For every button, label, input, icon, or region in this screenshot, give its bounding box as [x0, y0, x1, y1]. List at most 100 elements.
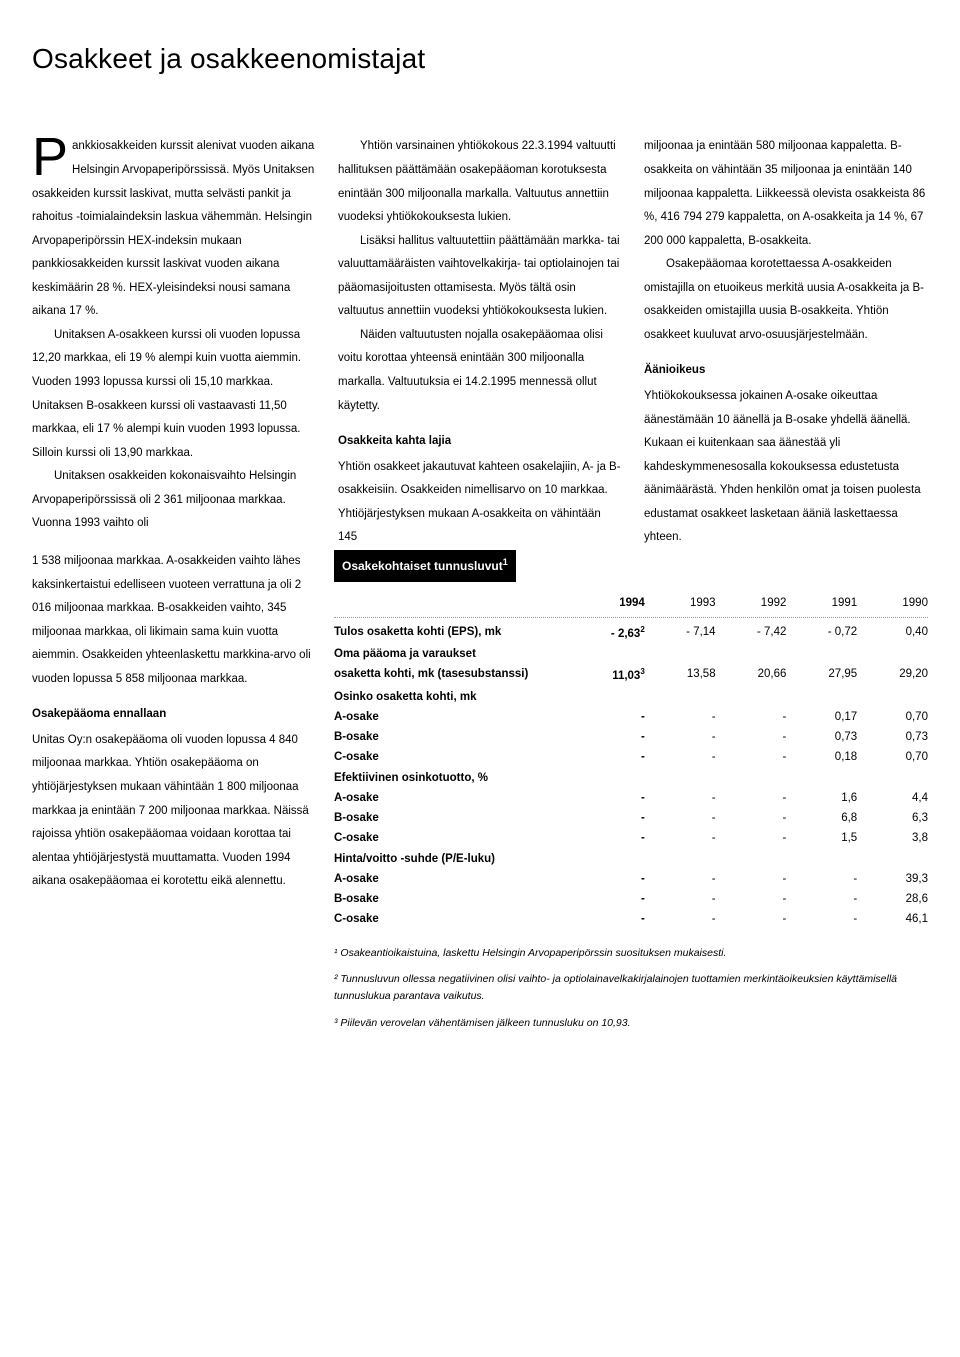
col1-p3-upper: Unitaksen osakkeiden kokonaisvaihto Hels…	[32, 465, 316, 536]
row-cell: -	[786, 871, 857, 888]
table-row: A-osake---1,64,4	[334, 790, 928, 807]
table-row: Efektiivinen osinkotuotto, %	[334, 770, 928, 787]
dotted-rule	[334, 617, 928, 618]
row-cell: -	[645, 891, 716, 908]
row-cell	[716, 646, 787, 663]
row-cell: 6,8	[786, 810, 857, 827]
row-label: Hinta/voitto -suhde (P/E-luku)	[334, 851, 574, 868]
table-row: A-osake----39,3	[334, 871, 928, 888]
row-cell: 0,40	[857, 624, 928, 643]
row-cell-1994: -	[574, 749, 645, 766]
col3-p2: Osakepääomaa korotettaessa A-osakkeiden …	[644, 253, 928, 347]
col3-p3: Yhtiökokouksessa jokainen A-osake oikeut…	[644, 385, 928, 550]
row-cell: 4,4	[857, 790, 928, 807]
row-cell: -	[645, 810, 716, 827]
row-cell: 1,6	[786, 790, 857, 807]
year-1990: 1990	[857, 592, 928, 616]
row-label: B-osake	[334, 810, 574, 827]
row-cell: - 0,72	[786, 624, 857, 643]
row-cell	[716, 689, 787, 706]
row-label: Oma pääoma ja varaukset	[334, 646, 574, 663]
row-label: A-osake	[334, 790, 574, 807]
col2-p1: Yhtiön varsinainen yhtiökokous 22.3.1994…	[338, 135, 622, 229]
row-cell: -	[716, 790, 787, 807]
row-cell: - 7,14	[645, 624, 716, 643]
row-cell: 6,3	[857, 810, 928, 827]
row-label: A-osake	[334, 709, 574, 726]
row-cell	[857, 851, 928, 868]
row-label: Tulos osaketta kohti (EPS), mk	[334, 624, 574, 643]
table-row: B-osake---6,86,3	[334, 810, 928, 827]
row-cell: 29,20	[857, 666, 928, 685]
col1-p4: Unitas Oy:n osakepääoma oli vuoden lopus…	[32, 729, 312, 894]
row-cell: 13,58	[645, 666, 716, 685]
row-cell: -	[716, 871, 787, 888]
row-cell: 39,3	[857, 871, 928, 888]
table-row: osaketta kohti, mk (tasesubstanssi)11,03…	[334, 666, 928, 685]
row-cell-1994: -	[574, 729, 645, 746]
row-cell: -	[645, 830, 716, 847]
header-empty	[334, 592, 574, 616]
footnote-1: ¹ Osakeantioikaistuina, laskettu Helsing…	[334, 945, 928, 962]
row-cell: -	[716, 749, 787, 766]
row-cell	[574, 646, 645, 663]
col2-p4: Yhtiön osakkeet jakautuvat kahteen osake…	[338, 456, 622, 550]
table-row: Osinko osaketta kohti, mk	[334, 689, 928, 706]
row-label: C-osake	[334, 830, 574, 847]
row-label: A-osake	[334, 871, 574, 888]
col2-p3: Näiden valtuutusten nojalla osakepää­oma…	[338, 324, 622, 418]
footnote-3: ³ Piilevän verovelan vähentämisen jälkee…	[334, 1015, 928, 1032]
row-cell: -	[716, 810, 787, 827]
row-cell-1994: -	[574, 810, 645, 827]
col1-p2: Unitaksen A-osakkeen kurssi oli vuoden l…	[32, 324, 316, 465]
row-cell: -	[645, 709, 716, 726]
row-label: B-osake	[334, 729, 574, 746]
footnote-2: ² Tunnusluvun ollessa negatiivinen olisi…	[334, 971, 928, 1005]
row-cell	[645, 770, 716, 787]
table-row: Tulos osaketta kohti (EPS), mk- 2,632- 7…	[334, 624, 928, 643]
row-cell-1994: -	[574, 871, 645, 888]
row-cell: 1,5	[786, 830, 857, 847]
dropcap: P	[32, 133, 68, 182]
table-row: C-osake----46,1	[334, 911, 928, 928]
row-cell: 0,17	[786, 709, 857, 726]
table-title-sup: 1	[503, 557, 508, 567]
row-cell: -	[716, 891, 787, 908]
row-label: B-osake	[334, 891, 574, 908]
row-cell: -	[786, 911, 857, 928]
col1-p1: Pankkiosakkeiden kurssit alenivat vuoden…	[32, 135, 316, 324]
column-3: miljoonaa ja enintään 580 miljoonaa kapp…	[644, 135, 928, 550]
column-1: Pankkiosakkeiden kurssit alenivat vuoden…	[32, 135, 316, 550]
row-cell: -	[716, 709, 787, 726]
table-row: A-osake---0,170,70	[334, 709, 928, 726]
row-cell: -	[786, 891, 857, 908]
row-cell: -	[645, 749, 716, 766]
row-cell: 28,6	[857, 891, 928, 908]
column-1-lower: 1 538 miljoonaa markkaa. A-osakkeiden va…	[32, 550, 312, 1032]
row-cell: 0,18	[786, 749, 857, 766]
row-cell: -	[645, 911, 716, 928]
row-cell: 0,70	[857, 709, 928, 726]
col2-h1: Osakkeita kahta lajia	[338, 430, 622, 454]
row-cell-1994: -	[574, 790, 645, 807]
year-1992: 1992	[716, 592, 787, 616]
year-1994: 1994	[574, 592, 645, 616]
table-body: Tulos osaketta kohti (EPS), mk- 2,632- 7…	[334, 624, 928, 928]
row-cell: 0,70	[857, 749, 928, 766]
page-title: Osakkeet ja osakkeenomistajat	[32, 30, 928, 87]
row-cell: 3,8	[857, 830, 928, 847]
row-cell: 27,95	[786, 666, 857, 685]
row-cell	[574, 689, 645, 706]
col1-p3-lower: 1 538 miljoonaa markkaa. A-osakkeiden va…	[32, 550, 312, 691]
table-title: Osakekohtaiset tunnusluvut1	[334, 550, 516, 582]
table-row: Hinta/voitto -suhde (P/E-luku)	[334, 851, 928, 868]
row-cell: -	[645, 790, 716, 807]
table-row: B-osake---0,730,73	[334, 729, 928, 746]
row-cell: 0,73	[857, 729, 928, 746]
table-title-text: Osakekohtaiset tunnusluvut	[342, 559, 503, 573]
col1-p1-text: ankkiosakkeiden kurssit alenivat vuoden …	[32, 140, 314, 317]
row-cell	[645, 851, 716, 868]
row-cell	[786, 851, 857, 868]
row-cell	[574, 851, 645, 868]
lower-block: 1 538 miljoonaa markkaa. A-osakkeiden va…	[32, 550, 928, 1032]
